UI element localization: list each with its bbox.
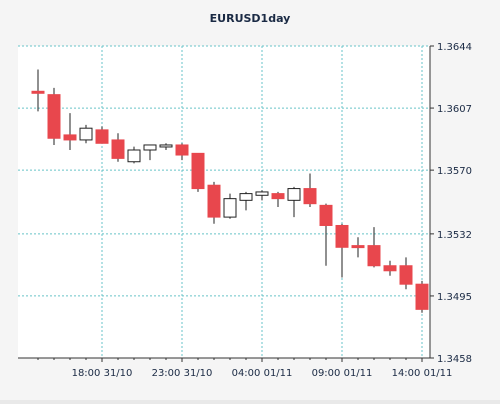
candle-down — [415, 280, 429, 313]
candle-up — [143, 144, 157, 161]
candle-down — [95, 126, 109, 144]
y-tick-label: 1.3607 — [437, 104, 472, 115]
candle-down — [191, 152, 205, 192]
chart-title: EURUSD1day — [210, 12, 291, 25]
candle-down — [175, 143, 189, 161]
candle-down — [367, 227, 381, 268]
candle-down — [111, 133, 125, 162]
x-tick-label: 09:00 01/11 — [312, 368, 373, 379]
candle-body — [95, 129, 109, 144]
candle-up — [287, 186, 301, 218]
candle-body — [399, 265, 413, 285]
y-tick-label: 1.3458 — [437, 354, 472, 365]
candle-body — [79, 127, 93, 141]
candle-body — [367, 245, 381, 267]
candle-body — [271, 193, 285, 200]
candle-body — [239, 193, 253, 201]
candle-up — [127, 146, 141, 164]
x-axis-ticks: 18:00 31/10 23:00 31/10 04:00 01/11 09:00 0… — [37, 358, 453, 379]
candle-down — [383, 260, 397, 276]
candle-body — [143, 144, 157, 151]
candle-up — [159, 143, 173, 150]
x-tick-label: 18:00 31/10 — [72, 368, 133, 379]
x-tick-label: 14:00 01/11 — [392, 368, 453, 379]
candle-body — [159, 144, 173, 148]
candle-up — [79, 124, 93, 144]
candle-down — [207, 181, 221, 224]
candle-body — [207, 184, 221, 218]
candle-up — [239, 191, 253, 211]
y-tick-label: 1.3532 — [437, 230, 472, 241]
candle-up — [255, 190, 269, 201]
candle-body — [191, 152, 205, 190]
x-tick-label: 04:00 01/11 — [232, 368, 293, 379]
candle-body — [335, 224, 349, 248]
candle-body — [415, 283, 429, 310]
candle-body — [319, 204, 333, 226]
candle-down — [47, 87, 61, 145]
y-tick-label: 1.3644 — [437, 42, 472, 53]
candle-body — [303, 188, 317, 205]
candle-body — [383, 265, 397, 272]
x-tick-label: 23:00 31/10 — [152, 368, 213, 379]
y-tick-label: 1.3495 — [437, 292, 472, 303]
candle-body — [63, 134, 77, 141]
candle-down — [335, 223, 349, 278]
candle-down — [31, 69, 45, 112]
candle-down — [399, 257, 413, 290]
candle-body — [47, 94, 61, 139]
candles — [31, 69, 429, 313]
candle-down — [351, 237, 365, 258]
candle-body — [223, 198, 237, 218]
candle-up — [223, 193, 237, 219]
y-tick-label: 1.3570 — [437, 166, 472, 177]
candle-down — [63, 113, 77, 150]
candle-body — [31, 90, 45, 94]
candle-body — [351, 245, 365, 249]
candle-body — [127, 149, 141, 163]
candle-body — [111, 139, 125, 159]
candle-body — [175, 144, 189, 156]
candle-down — [303, 173, 317, 208]
candle-down — [319, 203, 333, 266]
candle-body — [287, 188, 301, 201]
candle-down — [271, 191, 285, 208]
candle-body — [255, 191, 269, 196]
y-axis-ticks: 1.3644 1.3607 1.3570 1.3532 1.3495 1.3458 — [430, 42, 472, 365]
axes — [18, 46, 431, 359]
